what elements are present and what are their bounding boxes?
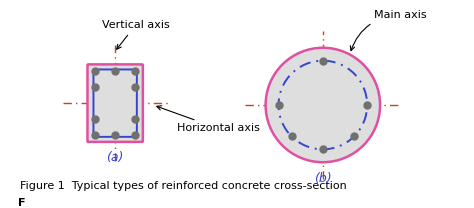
Text: (b): (b) xyxy=(314,172,332,185)
FancyBboxPatch shape xyxy=(88,64,143,142)
Text: F: F xyxy=(18,198,26,208)
Text: Vertical axis: Vertical axis xyxy=(101,20,169,49)
Text: Horizontal axis: Horizontal axis xyxy=(157,106,260,134)
Text: Figure 1  Typical types of reinforced concrete cross-section: Figure 1 Typical types of reinforced con… xyxy=(20,181,347,191)
Circle shape xyxy=(265,48,380,162)
Text: (a): (a) xyxy=(107,151,124,164)
Text: Main axis: Main axis xyxy=(350,10,426,51)
